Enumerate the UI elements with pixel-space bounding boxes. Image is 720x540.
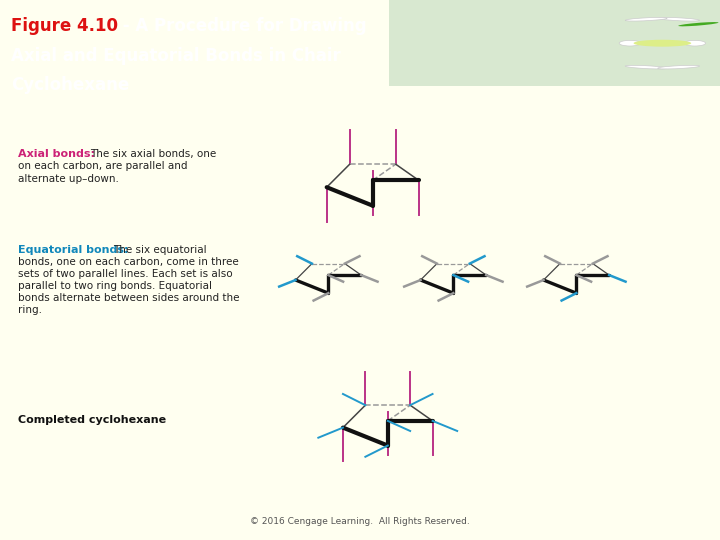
Text: bonds alternate between sides around the: bonds alternate between sides around the: [18, 293, 240, 303]
Text: Cyclohexane: Cyclohexane: [11, 76, 129, 94]
Text: Completed cyclohexane: Completed cyclohexane: [18, 415, 166, 425]
Ellipse shape: [625, 65, 667, 69]
Text: on each carbon, are parallel and: on each carbon, are parallel and: [18, 161, 187, 172]
Ellipse shape: [678, 22, 719, 26]
Ellipse shape: [619, 40, 641, 46]
Ellipse shape: [625, 17, 667, 21]
Text: Figure 4.10: Figure 4.10: [11, 17, 118, 35]
Text: alternate up–down.: alternate up–down.: [18, 173, 119, 184]
Ellipse shape: [657, 65, 700, 69]
Text: parallel to two ring bonds. Equatorial: parallel to two ring bonds. Equatorial: [18, 281, 212, 291]
FancyBboxPatch shape: [389, 0, 720, 112]
Text: - A Procedure for Drawing: - A Procedure for Drawing: [117, 17, 367, 35]
Ellipse shape: [684, 40, 706, 46]
Text: The six equatorial: The six equatorial: [113, 245, 207, 254]
Text: ring.: ring.: [18, 305, 42, 315]
Text: Axial and Equatorial Bonds in Chair: Axial and Equatorial Bonds in Chair: [11, 46, 341, 65]
Text: sets of two parallel lines. Each set is also: sets of two parallel lines. Each set is …: [18, 268, 233, 279]
Circle shape: [634, 40, 691, 46]
Ellipse shape: [657, 17, 700, 21]
Text: The six axial bonds, one: The six axial bonds, one: [90, 150, 216, 159]
Text: Axial bonds:: Axial bonds:: [18, 150, 95, 159]
Text: Equatorial bonds:: Equatorial bonds:: [18, 245, 128, 254]
Text: bonds, one on each carbon, come in three: bonds, one on each carbon, come in three: [18, 256, 239, 267]
Text: © 2016 Cengage Learning.  All Rights Reserved.: © 2016 Cengage Learning. All Rights Rese…: [250, 517, 470, 526]
